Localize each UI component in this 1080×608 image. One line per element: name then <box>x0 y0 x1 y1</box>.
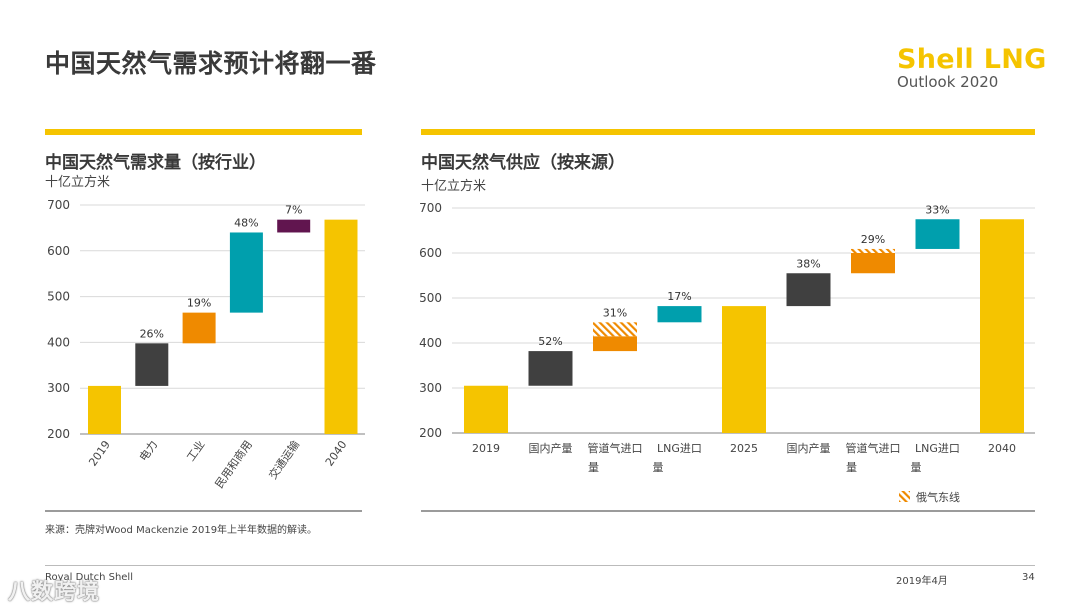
left-chart-title: 中国天然气需求量（按行业） <box>45 153 266 173</box>
source-note: 来源：壳牌对Wood Mackenzie 2019年上半年数据的解读。 <box>45 525 318 536</box>
supply-x-tick-label: 管道气进口 <box>846 441 901 455</box>
supply-y-tick-label: 700 <box>419 201 442 215</box>
footer-company: Royal Dutch Shell <box>45 572 133 583</box>
demand-bar <box>277 219 311 233</box>
supply-bar <box>786 273 831 307</box>
footer-rule <box>45 565 1035 566</box>
demand-y-tick-label: 700 <box>47 198 70 212</box>
right-chart-title: 中国天然气供应（按来源） <box>421 153 625 173</box>
demand-bar <box>182 312 216 344</box>
supply-y-tick-label: 600 <box>419 246 442 260</box>
supply-data-label: 52% <box>538 335 562 348</box>
supply-y-tick-label: 400 <box>419 336 442 350</box>
supply-bar <box>464 385 508 433</box>
supply-bar-hatched <box>593 322 637 337</box>
demand-y-tick-label: 200 <box>47 427 70 441</box>
supply-x-tick-label: 2025 <box>730 442 758 455</box>
supply-x-tick-label: 国内产量 <box>529 441 573 455</box>
demand-bar <box>135 343 169 386</box>
brand-name: Shell LNG <box>897 44 1047 75</box>
supply-bar-hatched <box>851 248 895 253</box>
supply-legend-label: 俄气东线 <box>916 490 960 504</box>
supply-x-tick-label-cont: 量 <box>588 461 599 474</box>
demand-y-tick-label: 300 <box>47 381 70 395</box>
supply-legend-swatch <box>899 491 910 502</box>
brand-subtitle: Outlook 2020 <box>897 73 999 91</box>
watermark: 八数跨境 <box>8 580 101 605</box>
supply-x-tick-label-cont: 量 <box>846 461 857 474</box>
supply-bar <box>657 306 702 323</box>
supply-x-tick-label-cont: 量 <box>911 461 922 474</box>
left-panel-bar <box>45 129 362 135</box>
demand-bar <box>324 219 358 434</box>
demand-data-label: 48% <box>234 216 258 229</box>
supply-data-label: 29% <box>861 233 885 246</box>
brand-logo: Shell LNG Outlook 2020 <box>897 44 1047 91</box>
demand-y-tick-label: 400 <box>47 335 70 349</box>
supply-bar <box>722 306 766 433</box>
supply-x-tick-label: LNG进口 <box>915 442 960 455</box>
page-number: 34 <box>1022 572 1035 583</box>
supply-bar <box>528 351 573 386</box>
right-panel-bar <box>421 129 1035 135</box>
supply-y-tick-label: 500 <box>419 291 442 305</box>
demand-data-label: 19% <box>187 297 211 310</box>
supply-x-tick-label-cont: 量 <box>653 461 664 474</box>
demand-y-tick-label: 500 <box>47 290 70 304</box>
right-chart-unit: 十亿立方米 <box>421 179 487 194</box>
footer-date: 2019年4月 <box>896 576 948 587</box>
demand-data-label: 26% <box>140 327 164 340</box>
supply-data-label: 31% <box>603 306 627 319</box>
page-title: 中国天然气需求预计将翻一番 <box>45 49 377 78</box>
supply-x-tick-label: 2019 <box>472 442 500 455</box>
supply-data-label: 17% <box>667 290 691 303</box>
supply-y-tick-label: 300 <box>419 381 442 395</box>
supply-data-label: 33% <box>925 203 949 216</box>
supply-x-tick-label: LNG进口 <box>657 442 702 455</box>
demand-bar <box>88 385 121 434</box>
left-chart-unit: 十亿立方米 <box>45 175 111 190</box>
supply-x-tick-label: 管道气进口 <box>588 441 643 455</box>
demand-data-label: 7% <box>285 204 302 217</box>
supply-bar <box>980 219 1024 433</box>
demand-bar <box>229 232 263 313</box>
supply-data-label: 38% <box>796 257 820 270</box>
supply-bar <box>593 336 637 352</box>
supply-bar <box>851 253 895 274</box>
supply-x-tick-label: 2040 <box>988 442 1016 455</box>
supply-x-tick-label: 国内产量 <box>787 441 831 455</box>
supply-y-tick-label: 200 <box>419 426 442 440</box>
demand-y-tick-label: 600 <box>47 244 70 258</box>
supply-bar <box>915 219 960 249</box>
